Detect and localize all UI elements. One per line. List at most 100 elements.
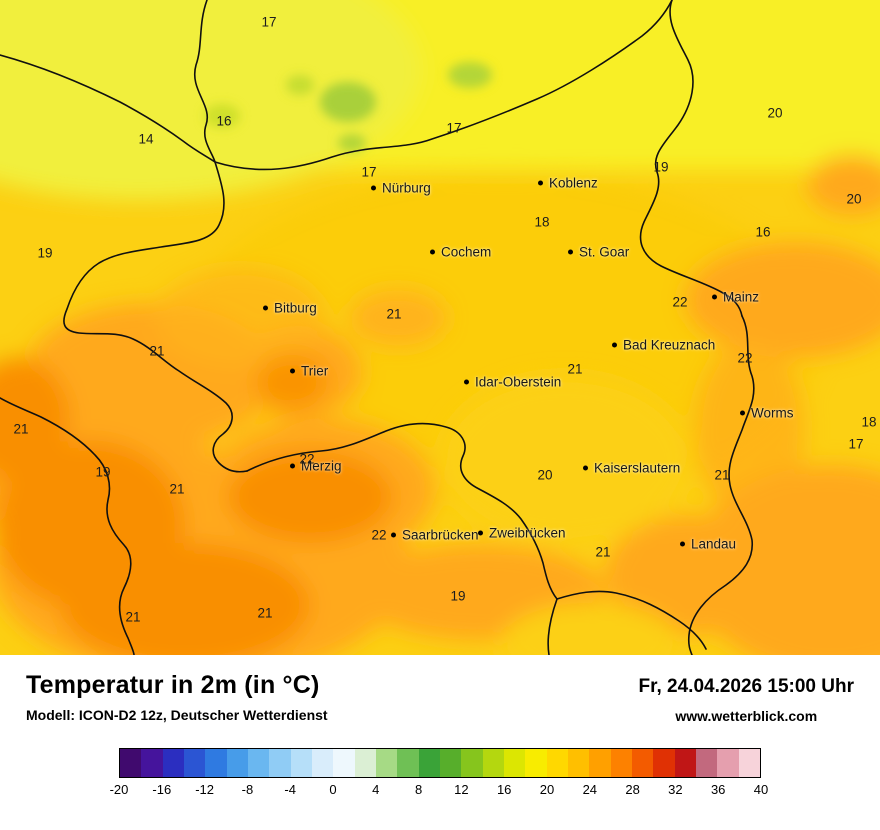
map-graphic <box>0 0 880 655</box>
temperature-value: 17 <box>446 120 462 136</box>
colorbar-tick-label: 28 <box>625 782 640 797</box>
administrative-borders <box>0 0 755 655</box>
temperature-value: 21 <box>125 609 141 625</box>
colorbar-segment <box>482 749 504 777</box>
city-label: Zweibrücken <box>489 525 566 541</box>
temperature-value: 16 <box>755 224 771 240</box>
colorbar-tick-label: 20 <box>539 782 555 797</box>
colorbar-tick-label: 4 <box>372 782 380 797</box>
temperature-value: 20 <box>537 467 553 483</box>
city-dot-icon <box>478 530 483 536</box>
colorbar-segment <box>525 749 547 777</box>
colorbar-segment <box>120 749 142 777</box>
temperature-value: 14 <box>138 131 154 147</box>
footer-left: Temperatur in 2m (in °C) Modell: ICON-D2… <box>26 671 328 723</box>
colorbar-segment <box>397 749 419 777</box>
legend-color-scale <box>119 748 761 778</box>
city-dot-icon <box>430 249 435 255</box>
city-dot-icon <box>464 379 469 385</box>
city-dot-icon <box>740 410 745 416</box>
colorbar-segment <box>269 749 291 777</box>
city-label: Cochem <box>441 244 492 260</box>
colorbar-tick-label: 12 <box>454 782 469 797</box>
temperature-map: Nürburg Koblenz Cochem St. Goar Bitburg Mainz… <box>0 0 880 655</box>
city-label: Bad Kreuznach <box>623 337 716 353</box>
colorbar-segment <box>290 749 312 777</box>
temperature-value: 19 <box>37 245 53 261</box>
colorbar-segment <box>162 749 184 777</box>
temperature-value: 22 <box>299 451 315 467</box>
city-label: Idar-Oberstein <box>475 374 562 390</box>
city-dot-icon <box>538 180 543 186</box>
city-dot-icon <box>612 342 617 348</box>
temperature-value: 21 <box>13 421 29 437</box>
colorbar-segment <box>247 749 270 777</box>
colorbar-segment <box>183 749 206 777</box>
city-marker: Zweibrücken <box>478 526 566 541</box>
city-dot-icon <box>583 465 588 471</box>
temperature-value: 18 <box>861 414 877 430</box>
colorbar-tick-label: 16 <box>496 782 512 797</box>
temperature-value: 21 <box>149 343 165 359</box>
temperature-value: 20 <box>846 191 862 207</box>
city-marker: Trier <box>290 364 328 379</box>
model-info: Modell: ICON-D2 12z, Deutscher Wetterdie… <box>26 706 328 723</box>
temperature-value: 21 <box>386 306 402 322</box>
temperature-value: 21 <box>567 361 583 377</box>
temperature-value: 20 <box>767 105 783 121</box>
city-label: Worms <box>751 405 794 421</box>
city-marker: Merzig <box>290 459 342 474</box>
temperature-value: 21 <box>714 467 730 483</box>
city-marker: Saarbrücken <box>391 528 479 543</box>
map-labels-layer: Nürburg Koblenz Cochem St. Goar Bitburg Mainz… <box>13 14 877 625</box>
temperature-value: 22 <box>737 350 753 366</box>
city-marker: Landau <box>680 537 736 552</box>
temperature-value: 19 <box>95 464 111 480</box>
temperature-value: 17 <box>848 436 864 452</box>
colorbar-tick-label: 36 <box>710 782 726 797</box>
city-label: Nürburg <box>382 180 431 196</box>
colorbar-tick-label: -8 <box>241 782 254 797</box>
colorbar-segment <box>354 749 376 777</box>
colorbar-segment <box>503 749 526 777</box>
colorbar-segment <box>546 749 568 777</box>
city-marker: Idar-Oberstein <box>464 375 561 390</box>
temperature-shading <box>0 0 880 655</box>
colorbar-segment <box>375 749 398 777</box>
colorbar-tick-label: -4 <box>284 782 296 797</box>
colorbar-segment <box>631 749 654 777</box>
temperature-value: 18 <box>534 214 550 230</box>
city-marker: Worms <box>740 406 794 421</box>
temperature-value: 22 <box>371 527 387 543</box>
city-dot-icon <box>290 368 295 374</box>
colorbar-segment <box>567 749 590 777</box>
colorbar-segment <box>418 749 440 777</box>
city-label: Saarbrücken <box>402 527 479 543</box>
temperature-value: 19 <box>653 159 669 175</box>
colorbar-tick-label: 24 <box>582 782 598 797</box>
colorbar-segment <box>653 749 675 777</box>
city-marker: St. Goar <box>568 245 629 260</box>
temperature-value: 17 <box>261 14 277 30</box>
temperature-value: 21 <box>595 544 611 560</box>
colorbar-segment <box>205 749 227 777</box>
city-label: Trier <box>301 363 329 379</box>
colorbar-tick-label: -16 <box>152 782 172 797</box>
colorbar-segment <box>695 749 718 777</box>
forecast-datetime: Fr, 24.04.2026 15:00 Uhr <box>638 676 854 697</box>
temperature-value: 19 <box>450 588 466 604</box>
colorbar-tick-label: 0 <box>329 782 337 797</box>
temperature-value: 16 <box>216 113 232 129</box>
city-marker: Mainz <box>712 290 759 305</box>
city-marker: Bitburg <box>263 301 317 316</box>
temperature-value: 21 <box>169 481 185 497</box>
colorbar-tick-label: 40 <box>753 782 769 797</box>
legend-tick-labels: -20 -16 -12 -8 -4 0 4 8 12 16 20 24 28 32 36 40 <box>110 782 769 802</box>
city-label: St. Goar <box>579 244 630 260</box>
colorbar-tick-label: -20 <box>109 782 129 797</box>
colorbar-segment <box>333 749 355 777</box>
city-label: Mainz <box>723 289 760 305</box>
colorbar-segment <box>674 749 696 777</box>
colorbar-tick-label: 32 <box>668 782 683 797</box>
